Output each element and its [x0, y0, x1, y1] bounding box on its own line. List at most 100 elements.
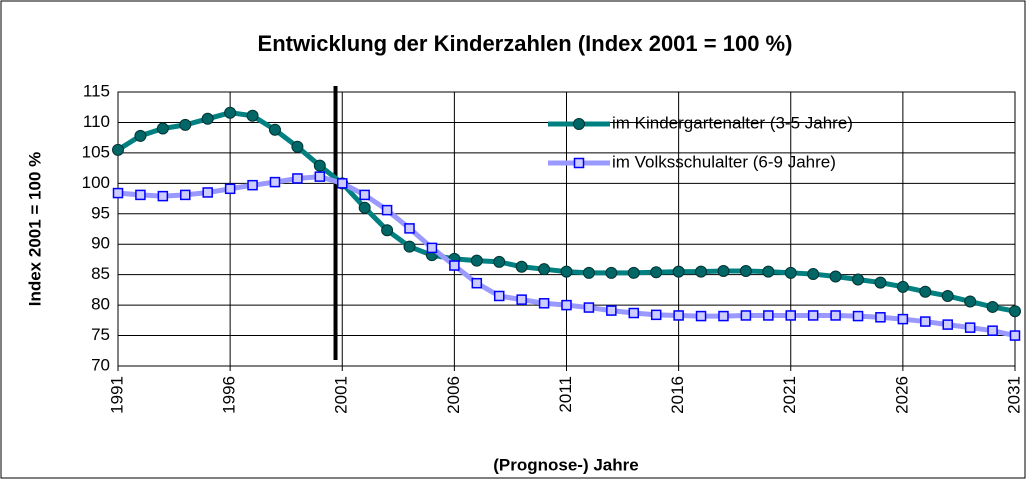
y-tick-label: 105: [82, 142, 110, 161]
point: [538, 263, 551, 276]
point: [606, 305, 617, 316]
y-tick-label: 70: [91, 355, 110, 374]
point: [314, 171, 326, 182]
y-tick-label: 80: [91, 295, 110, 314]
point: [156, 122, 169, 135]
point: [269, 176, 281, 188]
point: [493, 290, 505, 302]
chart-title: Entwicklung der Kinderzahlen (Index 2001…: [258, 31, 793, 56]
x-tick-label: 2021: [780, 376, 799, 414]
y-tick-label: 85: [91, 264, 110, 283]
point: [358, 201, 371, 214]
y-tick-label: 115: [83, 81, 110, 100]
legend-marker: [573, 157, 585, 169]
point: [224, 106, 237, 119]
point: [672, 265, 685, 278]
point: [134, 129, 147, 142]
point: [404, 223, 415, 234]
point: [942, 319, 953, 330]
point: [897, 313, 909, 325]
point: [268, 123, 281, 136]
point: [605, 266, 618, 279]
point: [560, 265, 573, 278]
point: [157, 190, 169, 202]
point: [695, 265, 708, 278]
point: [561, 299, 572, 311]
point: [920, 316, 931, 327]
point: [718, 310, 729, 322]
point: [650, 309, 662, 321]
point: [247, 179, 258, 191]
x-tick-label: 1991: [107, 376, 126, 414]
y-tick-label: 90: [91, 234, 110, 253]
point: [291, 140, 304, 153]
point: [112, 143, 124, 156]
point: [449, 260, 460, 271]
point: [470, 254, 483, 267]
x-tick-label: 2006: [444, 376, 463, 414]
point: [224, 183, 236, 195]
x-tick-label: 2031: [1004, 376, 1023, 414]
point: [986, 300, 999, 313]
point: [964, 295, 977, 308]
point: [987, 325, 998, 336]
point: [135, 189, 146, 201]
point: [179, 118, 192, 131]
plot-frame: [117, 91, 1016, 367]
point: [785, 310, 796, 321]
point: [1009, 330, 1021, 341]
point: [426, 242, 438, 254]
point: [739, 265, 752, 278]
point: [180, 189, 191, 201]
point: [673, 310, 684, 321]
point: [516, 294, 527, 305]
point: [874, 276, 887, 289]
point: [740, 310, 752, 321]
point: [628, 307, 640, 319]
y-axis-label: Index 2001 = 100 %: [25, 152, 44, 307]
x-tick-label: 2001: [332, 376, 351, 414]
point: [763, 310, 774, 321]
y-tick-label: 75: [91, 325, 110, 344]
point: [762, 265, 775, 278]
point: [896, 280, 909, 293]
legend-label: im Kindergartenalter (3-5 Jahre): [612, 113, 853, 132]
y-tick-label: 100: [82, 173, 110, 192]
point: [784, 266, 797, 279]
point: [538, 298, 550, 309]
point: [359, 189, 370, 201]
legend-marker: [573, 118, 585, 130]
point: [829, 270, 842, 283]
point: [582, 266, 595, 279]
point: [202, 187, 213, 198]
point: [830, 310, 841, 321]
point: [337, 178, 348, 189]
x-tick-label: 2016: [668, 376, 687, 414]
x-tick-label: 1996: [220, 376, 239, 414]
point: [201, 112, 214, 125]
point: [471, 277, 483, 289]
point: [695, 310, 707, 322]
point: [964, 322, 976, 333]
point: [403, 240, 416, 253]
point: [583, 302, 595, 313]
point: [1009, 305, 1021, 318]
point: [313, 159, 326, 172]
point: [875, 312, 886, 323]
legend-label: im Volksschulalter (6-9 Jahre): [612, 152, 836, 171]
point: [807, 268, 820, 281]
point: [650, 266, 663, 279]
point: [941, 289, 954, 302]
point: [246, 109, 259, 122]
x-axis-label: (Prognose-) Jahre: [493, 455, 638, 474]
point: [381, 204, 393, 216]
point: [807, 310, 819, 321]
point: [919, 285, 932, 298]
point: [515, 260, 528, 273]
point: [292, 173, 303, 184]
point: [852, 310, 864, 322]
y-tick-label: 95: [91, 203, 110, 222]
point: [112, 187, 124, 199]
